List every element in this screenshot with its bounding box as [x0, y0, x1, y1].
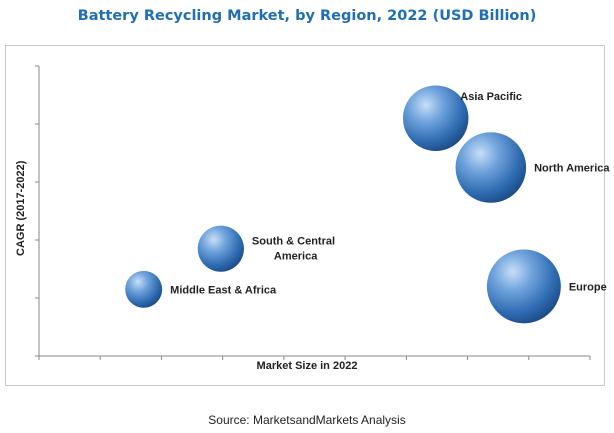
bubble-label: America	[274, 251, 318, 263]
bubble-middle-east-africa	[125, 270, 163, 308]
bubble-label: Europe	[569, 281, 607, 293]
source-note: Source: MarketsandMarkets Analysis	[208, 413, 406, 427]
bubble-south-central-america	[197, 225, 244, 272]
bubble-label: Asia Pacific	[460, 91, 522, 103]
chart-frame	[5, 45, 605, 386]
bubble-asia-pacific	[402, 85, 469, 151]
bubble-label: South & Central	[252, 236, 335, 248]
chart-title: Battery Recycling Market, by Region, 202…	[77, 8, 537, 24]
bubble-north-america	[455, 132, 527, 203]
bubble-label: North America	[534, 163, 610, 175]
bubble-europe	[486, 249, 561, 324]
x-axis-label: Market Size in 2022	[256, 360, 358, 372]
y-axis-label: CAGR (2017-2022)	[15, 160, 27, 256]
bubble-label: Middle East & Africa	[170, 284, 277, 296]
